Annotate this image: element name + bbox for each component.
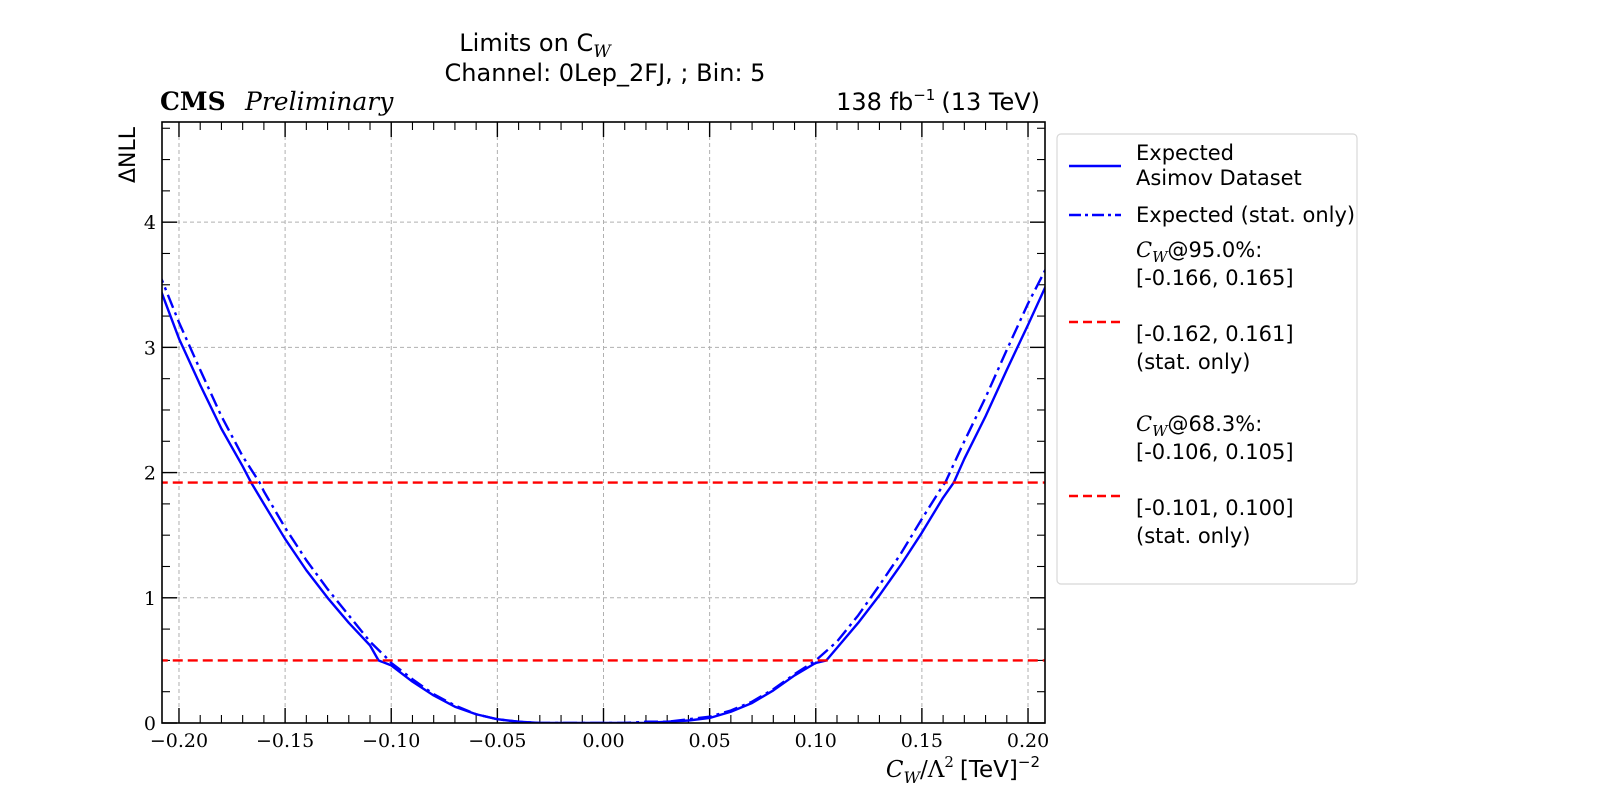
x-tick-label: 0.10 xyxy=(795,730,837,752)
x-axis-label: CW/Λ2 [TeV]−2 xyxy=(886,753,1040,787)
cms-label: CMS xyxy=(160,87,226,116)
x-tick-label: 0.00 xyxy=(582,730,624,752)
x-tick-label: 0.20 xyxy=(1007,730,1049,752)
legend-entry-expected-line1: Expected xyxy=(1136,141,1234,165)
x-tick-label: −0.05 xyxy=(468,730,526,752)
x-tick-label: −0.10 xyxy=(362,730,420,752)
chart-title: Limits on CW xyxy=(459,29,612,62)
legend-entry-stat-only: Expected (stat. only) xyxy=(1136,203,1355,227)
y-axis-label: ΔNLL xyxy=(116,126,141,183)
y-tick-label: 2 xyxy=(144,463,156,485)
x-tick-label: 0.15 xyxy=(901,730,943,752)
legend-cl95-stat-interval: [-0.162, 0.161] xyxy=(1136,322,1294,346)
plot-frame xyxy=(161,121,1046,724)
legend-entry-expected-line2: Asimov Dataset xyxy=(1136,166,1302,190)
series-layer xyxy=(162,267,1045,723)
x-tick-label: −0.20 xyxy=(150,730,208,752)
y-tick-label: 4 xyxy=(144,212,156,234)
grid-layer xyxy=(162,122,1045,724)
legend-cl95-header: CW@95.0%: xyxy=(1136,238,1262,266)
legend-cl68-stat-note: (stat. only) xyxy=(1136,524,1250,548)
chart-subtitle: Channel: 0Lep_2FJ, ; Bin: 5 xyxy=(445,59,766,87)
series-line-2 xyxy=(162,267,1045,723)
legend-cl68-stat-interval: [-0.101, 0.100] xyxy=(1136,496,1294,520)
legend: Expected Asimov Dataset Expected (stat. … xyxy=(1056,133,1358,585)
y-tick-label: 1 xyxy=(144,588,156,610)
legend-cl95-expected-interval: [-0.166, 0.165] xyxy=(1136,266,1294,290)
series-line-1 xyxy=(162,284,1045,723)
x-tick-label: 0.05 xyxy=(688,730,730,752)
ticks-layer: −0.20 −0.15 −0.10 −0.05 0.00 0.05 0.10 0.15 0.20… xyxy=(144,122,1049,752)
y-tick-label: 3 xyxy=(144,337,156,359)
x-tick-label: −0.15 xyxy=(256,730,314,752)
legend-cl68-header: CW@68.3%: xyxy=(1136,412,1262,440)
legend-cl95-stat-note: (stat. only) xyxy=(1136,350,1250,374)
y-tick-label: 0 xyxy=(144,713,156,735)
preliminary-label: Preliminary xyxy=(244,87,394,116)
legend-cl68-expected-interval: [-0.106, 0.105] xyxy=(1136,440,1294,464)
lumi-label: 138 fb−1 (13 TeV) xyxy=(836,86,1040,116)
legend-box xyxy=(1056,133,1358,585)
